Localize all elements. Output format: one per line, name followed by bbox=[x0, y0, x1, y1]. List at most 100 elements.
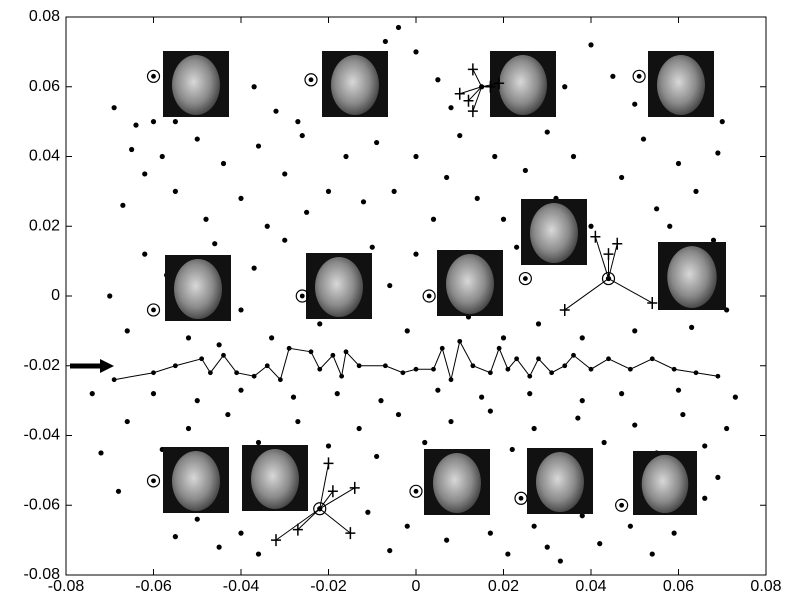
point bbox=[238, 530, 244, 536]
point bbox=[255, 439, 262, 446]
point bbox=[693, 188, 699, 194]
y-tick-label: 0.02 bbox=[29, 217, 60, 234]
path-point bbox=[527, 373, 533, 379]
point bbox=[413, 251, 419, 257]
face-image bbox=[306, 253, 372, 319]
neighbor-link bbox=[608, 278, 653, 304]
point bbox=[107, 293, 113, 299]
point bbox=[505, 551, 511, 557]
neighbor-point bbox=[467, 105, 478, 118]
point bbox=[98, 450, 104, 456]
path-point bbox=[330, 352, 336, 358]
point bbox=[115, 488, 122, 494]
point bbox=[391, 188, 397, 194]
circled-point-ring bbox=[304, 73, 318, 87]
point bbox=[194, 516, 200, 522]
point bbox=[710, 237, 717, 243]
point bbox=[360, 199, 367, 205]
neighbor-point bbox=[559, 303, 570, 316]
face-image bbox=[437, 250, 503, 316]
circled-point bbox=[151, 478, 156, 484]
point bbox=[395, 24, 402, 31]
point bbox=[369, 244, 375, 250]
point bbox=[562, 84, 568, 90]
neighbor-link bbox=[594, 236, 609, 279]
point bbox=[238, 307, 244, 313]
point bbox=[514, 244, 520, 250]
path-point bbox=[264, 363, 270, 369]
point bbox=[255, 551, 262, 557]
circled-point-ring bbox=[313, 502, 327, 516]
neighbor-point bbox=[467, 63, 478, 76]
path-point bbox=[562, 363, 568, 369]
point bbox=[544, 129, 550, 135]
point bbox=[531, 523, 537, 529]
point bbox=[216, 342, 222, 348]
circled-point bbox=[636, 73, 642, 79]
x-tick-label: -0.06 bbox=[135, 578, 172, 595]
face-image bbox=[163, 447, 229, 513]
point bbox=[295, 418, 301, 425]
path-point bbox=[400, 370, 406, 376]
point bbox=[671, 530, 677, 536]
x-tick-label: 0.08 bbox=[750, 578, 781, 595]
point bbox=[479, 394, 485, 400]
point bbox=[282, 171, 288, 177]
point bbox=[715, 474, 721, 480]
path-point bbox=[588, 366, 594, 372]
neighbor-point bbox=[463, 94, 474, 107]
path-point bbox=[715, 373, 721, 379]
circled-point-ring bbox=[146, 474, 161, 488]
point bbox=[702, 495, 708, 501]
path-point bbox=[496, 345, 502, 351]
path-point bbox=[413, 366, 419, 372]
x-tick-label: -0.08 bbox=[48, 578, 85, 595]
point bbox=[667, 223, 673, 229]
neighbor-point bbox=[485, 80, 496, 93]
point bbox=[111, 105, 117, 111]
point bbox=[238, 387, 244, 393]
x-tick-label: -0.04 bbox=[223, 578, 260, 595]
x-tick-label: 0.02 bbox=[488, 578, 519, 595]
face-image bbox=[165, 255, 231, 321]
point bbox=[619, 391, 625, 397]
y-tick-label: -0.08 bbox=[24, 566, 61, 583]
point bbox=[269, 335, 275, 341]
point bbox=[356, 425, 362, 432]
point bbox=[509, 446, 515, 453]
neighbor-link bbox=[468, 86, 482, 102]
point bbox=[570, 153, 577, 160]
point bbox=[124, 328, 130, 334]
point bbox=[194, 136, 200, 142]
point bbox=[295, 119, 301, 125]
circled-point-ring bbox=[409, 484, 423, 498]
point bbox=[387, 547, 393, 554]
path-point bbox=[649, 356, 655, 362]
point bbox=[150, 391, 157, 397]
circled-point bbox=[619, 502, 625, 508]
neighbor-link bbox=[319, 490, 334, 510]
point bbox=[374, 139, 380, 146]
circled-point bbox=[606, 276, 611, 281]
neighbor-point bbox=[323, 457, 334, 470]
path-point bbox=[457, 338, 463, 344]
point bbox=[142, 171, 148, 177]
point bbox=[702, 443, 708, 449]
point bbox=[378, 398, 384, 404]
point bbox=[225, 411, 231, 418]
circled-point bbox=[151, 307, 156, 313]
point bbox=[404, 328, 410, 334]
point bbox=[724, 425, 730, 432]
neighbor-center bbox=[479, 84, 485, 90]
circled-point-ring bbox=[632, 69, 646, 83]
point bbox=[627, 523, 633, 529]
point bbox=[435, 387, 441, 393]
path-point bbox=[111, 377, 117, 383]
neighbor-point bbox=[345, 527, 356, 540]
point bbox=[374, 453, 380, 460]
neighbor-point bbox=[454, 87, 465, 100]
path-point bbox=[308, 349, 314, 355]
x-tick-label: 0.04 bbox=[575, 578, 606, 595]
